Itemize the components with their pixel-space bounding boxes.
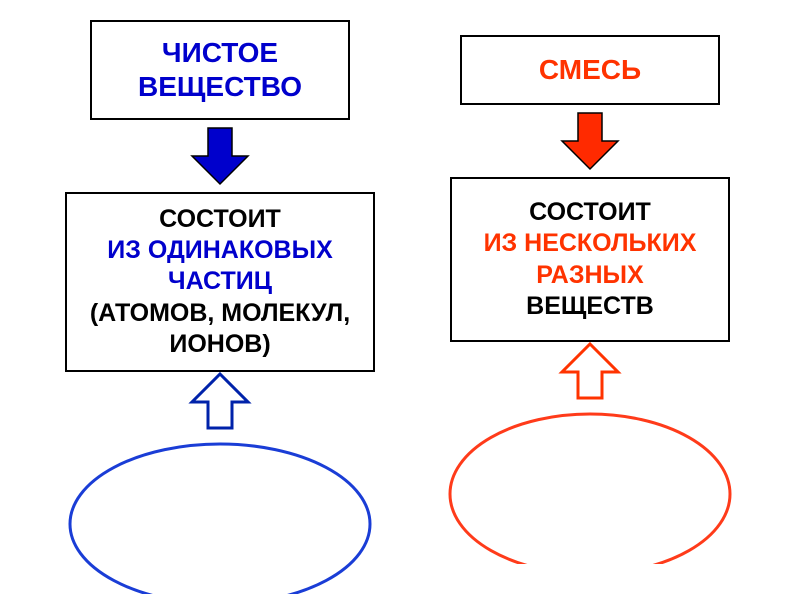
left-up-arrow-icon bbox=[188, 370, 252, 432]
right-title-text: СМЕСЬ bbox=[539, 53, 641, 87]
left-column: ЧИСТОЕ ВЕЩЕСТВО СОСТОИТ ИЗ ОДИНАКОВЫХ ЧА… bbox=[60, 20, 380, 594]
right-desc-line3: ВЕЩЕСТВ bbox=[526, 291, 654, 322]
right-desc-line1: СОСТОИТ bbox=[529, 197, 651, 228]
left-desc-line3: (АТОМОВ, МОЛЕКУЛ, ИОНОВ) bbox=[85, 298, 355, 361]
right-title-box: СМЕСЬ bbox=[460, 35, 720, 105]
left-desc-line2: ИЗ ОДИНАКОВЫХ ЧАСТИЦ bbox=[85, 235, 355, 298]
right-ellipse-icon bbox=[440, 394, 740, 564]
right-column: СМЕСЬ СОСТОИТ ИЗ НЕСКОЛЬКИХ РАЗНЫХ ВЕЩЕС… bbox=[440, 35, 740, 564]
left-desc-box: СОСТОИТ ИЗ ОДИНАКОВЫХ ЧАСТИЦ (АТОМОВ, МО… bbox=[65, 192, 375, 372]
right-desc-box: СОСТОИТ ИЗ НЕСКОЛЬКИХ РАЗНЫХ ВЕЩЕСТВ bbox=[450, 177, 730, 342]
right-desc-line2: ИЗ НЕСКОЛЬКИХ РАЗНЫХ bbox=[470, 228, 710, 291]
right-up-arrow-icon bbox=[558, 340, 622, 402]
left-title-box: ЧИСТОЕ ВЕЩЕСТВО bbox=[90, 20, 350, 120]
left-ellipse-icon bbox=[60, 424, 380, 594]
left-title-text: ЧИСТОЕ ВЕЩЕСТВО bbox=[110, 36, 330, 103]
right-down-arrow-icon bbox=[558, 111, 622, 171]
left-down-arrow-icon bbox=[188, 126, 252, 186]
left-desc-line1: СОСТОИТ bbox=[159, 204, 281, 235]
